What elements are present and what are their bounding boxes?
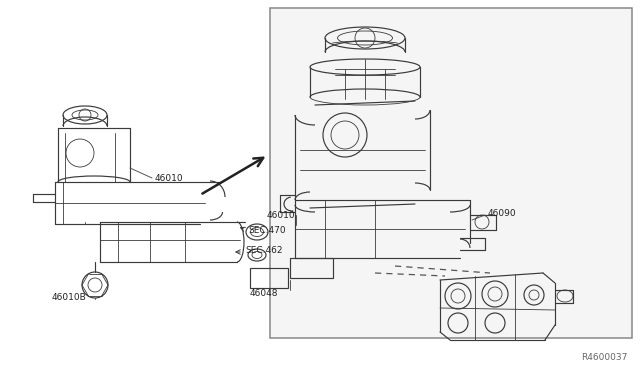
Bar [250,268,288,288]
Text: 46010: 46010 [155,173,184,183]
Text: 46010: 46010 [266,211,295,219]
Text: 46090: 46090 [488,208,516,218]
Bar [270,8,632,338]
Text: 46010B: 46010B [52,294,87,302]
Text: SEC.470: SEC.470 [248,225,285,234]
Text: 46048: 46048 [250,289,278,298]
Text: R4600037: R4600037 [582,353,628,362]
Text: SEC.462: SEC.462 [245,246,282,254]
